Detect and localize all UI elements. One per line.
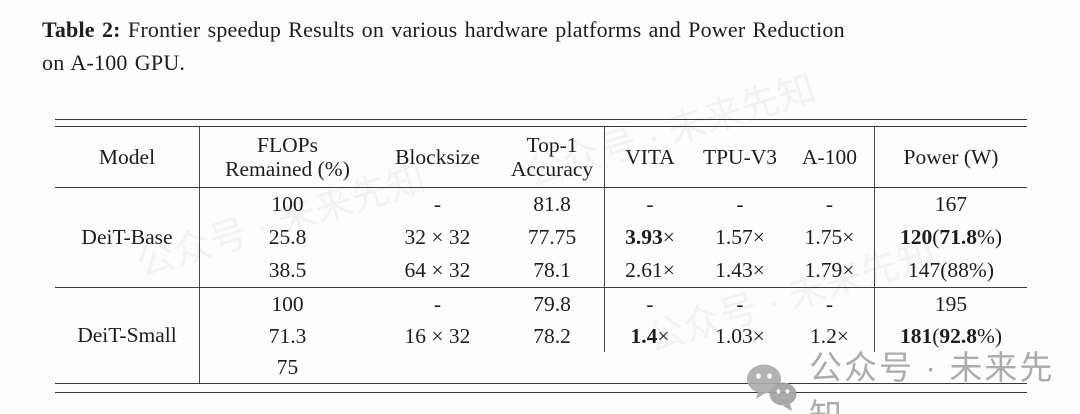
power-cell: 120(71.8%) — [875, 221, 1027, 254]
header-top1-line1: Top-1 — [526, 132, 578, 157]
header-cell-tpu-v3: TPU-V3 — [702, 144, 778, 169]
times-sign: × — [657, 323, 670, 348]
top1-cell: 79.8 — [500, 288, 605, 320]
caption-label: Table 2: — [42, 17, 121, 42]
a100-cell: - — [785, 188, 875, 221]
power-value-bold: 181 — [899, 323, 933, 348]
model-cell: DeiT-Small — [55, 288, 200, 383]
watermark-text: 公众号 · 未来先知 — [809, 349, 1055, 414]
blocksize-cell: - — [433, 192, 442, 217]
flops-cell: 38.5 — [268, 258, 307, 283]
vita-cell — [605, 352, 695, 383]
vita-speedup-bold: 3.93 — [625, 225, 663, 250]
results-table: Model FLOPs Remained (%) Blocksize Top-1… — [55, 119, 1027, 393]
table-header-row: Model FLOPs Remained (%) Blocksize Top-1… — [55, 127, 1027, 188]
blocksize-cell: 64 × 32 — [404, 258, 471, 283]
blocksize-cell: 32 × 32 — [404, 225, 471, 250]
flops-cell: 71.3 — [268, 323, 307, 348]
header-cell-power: Power (W) — [903, 144, 999, 169]
power-cell: 147(88%) — [908, 258, 994, 283]
header-cell-vita: VITA — [625, 144, 675, 169]
vita-speedup-bold: 1.4 — [630, 323, 658, 348]
power-percent-bold: 92.8 — [939, 323, 977, 348]
header-cell-a100: A-100 — [785, 127, 875, 187]
vita-cell: 2.61× — [625, 258, 675, 283]
top1-cell: 77.75 — [500, 221, 605, 254]
wechat-watermark: 公众号 · 未来先知 — [744, 341, 1080, 414]
power-paren-close: %) — [976, 225, 1003, 250]
power-value-bold: 120 — [899, 225, 933, 250]
flops-cell: 25.8 — [268, 225, 307, 250]
top1-cell — [500, 352, 605, 383]
vita-cell: - — [646, 291, 654, 316]
flops-cell: 100 — [271, 192, 304, 217]
table-bottom-double-rule — [55, 383, 1027, 393]
tpu-cell: 1.03× — [715, 323, 765, 348]
top1-cell: 81.8 — [500, 188, 605, 221]
tpu-cell: - — [736, 192, 744, 217]
caption-text-line1: Frontier speedup Results on various hard… — [120, 17, 845, 42]
vita-cell: 3.93 × — [605, 221, 695, 254]
table-group-deit-base: DeiT-Base 100 - 81.8 - - - 167 25.8 32 ×… — [55, 188, 1027, 288]
model-cell: DeiT-Base — [55, 188, 200, 287]
flops-cell: 100 — [271, 291, 304, 316]
top1-cell: 78.1 — [500, 254, 605, 287]
table-group-deit-small: DeiT-Small 100 - 79.8 - - - 195 71.3 16 … — [55, 288, 1027, 383]
table-caption: Table 2: Frontier speedup Results on var… — [42, 13, 1056, 79]
power-cell: 195 — [934, 291, 968, 316]
a100-cell: 1.79× — [785, 254, 875, 287]
a100-cell: 1.75× — [785, 221, 875, 254]
power-cell: 181(92.8%) — [875, 320, 1027, 352]
times-sign: × — [662, 225, 675, 250]
flops-cell: 75 — [276, 355, 299, 380]
top1-cell: 78.2 — [500, 320, 605, 352]
header-cell-top1: Top-1 Accuracy — [500, 127, 605, 187]
table-top-double-rule — [55, 119, 1027, 127]
header-cell-flops: FLOPs Remained (%) — [200, 127, 375, 187]
blocksize-cell: - — [433, 291, 442, 316]
blocksize-cell: 16 × 32 — [404, 323, 471, 348]
tpu-cell: 1.43× — [715, 258, 765, 283]
power-paren: ( — [932, 225, 940, 250]
header-flops-line1: FLOPs — [257, 132, 318, 157]
power-paren: ( — [932, 323, 940, 348]
a100-cell: 1.2× — [785, 320, 875, 352]
tpu-cell: - — [736, 291, 744, 316]
header-flops-line2: Remained (%) — [225, 157, 350, 181]
vita-cell: - — [646, 192, 654, 217]
a100-cell: - — [785, 288, 875, 320]
vita-cell: 1.4 × — [605, 320, 695, 352]
header-cell-model: Model — [55, 127, 200, 187]
power-cell: 167 — [934, 192, 968, 217]
blocksize-cell — [375, 352, 500, 383]
power-percent-bold: 71.8 — [939, 225, 977, 250]
header-cell-blocksize: Blocksize — [395, 144, 480, 169]
header-top1-line2: Accuracy — [510, 157, 594, 181]
power-paren-close: %) — [976, 323, 1003, 348]
tpu-cell: 1.57× — [715, 225, 765, 250]
caption-text-line2: on A-100 GPU. — [42, 50, 186, 75]
wechat-icon — [744, 362, 800, 414]
